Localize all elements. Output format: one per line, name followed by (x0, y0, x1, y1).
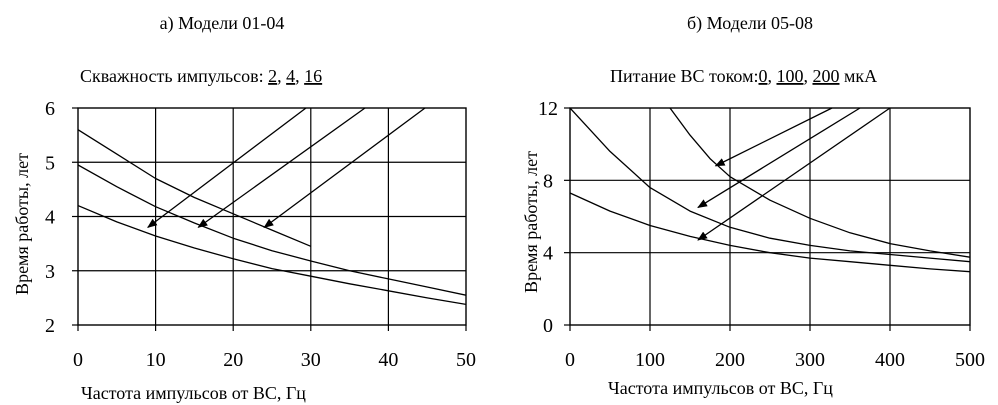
chart-a-x-tick-label: 20 (223, 349, 243, 371)
chart-b-series-line-0 (570, 108, 970, 263)
chart-a-y-tick-label: 4 (45, 207, 55, 229)
chart-b-subtitle-prefix: Питание ВС током: (610, 66, 758, 86)
chart-a-x-axis-label: Частота импульсов от ВС, Гц (81, 383, 306, 403)
chart-a-x-tick-label: 30 (301, 349, 321, 371)
chart-a-arrow-2 (147, 107, 307, 228)
chart-b-series-line-100 (570, 192, 970, 273)
chart-b-series (570, 108, 970, 273)
chart-a-y-tick-label: 3 (45, 261, 55, 283)
chart-b-y-tick-label: 8 (543, 170, 553, 192)
chart-b-arrow-100 (697, 107, 861, 209)
chart-b-title: б) Модели 05-08 (687, 13, 813, 34)
chart-b-subtitle-value-0: 0 (758, 66, 767, 86)
chart-b-x-tick-label: 200 (715, 349, 745, 371)
chart-a-arrow-4 (197, 107, 366, 228)
chart-a-x-tick-label: 10 (146, 349, 166, 371)
chart-b-subtitle-sep-2: , (803, 66, 808, 86)
chart-a-subtitle-sep-1: , (277, 66, 282, 86)
chart-a-subtitle-value-16: 16 (304, 66, 322, 86)
chart-a-series-line-2 (78, 205, 466, 306)
chart-b-subtitle: Питание ВС током:0, 100, 200 мкА (610, 66, 877, 86)
chart-a-subtitle-prefix: Скважность импульсов: (80, 66, 264, 86)
chart-b-subtitle-value-100: 100 (776, 66, 803, 86)
chart-b-y-tick-label: 0 (543, 315, 553, 337)
chart-b-arrow-200 (697, 107, 891, 241)
chart-b-x-tick-label: 100 (635, 349, 665, 371)
chart-b-y-axis-label: Время работы, лет (521, 151, 541, 293)
chart-a-subtitle-value-4: 4 (286, 66, 295, 86)
chart-b-subtitle-sep-1: , (767, 66, 772, 86)
chart-a-x-tick-label: 40 (378, 349, 398, 371)
chart-b-x-tick-label: 0 (565, 349, 575, 371)
chart-a-subtitle-sep-2: , (295, 66, 300, 86)
chart-b-ticks: 0 100 200 300 400 500 0 4 8 12 (538, 98, 985, 371)
chart-a-subtitle-value-2: 2 (268, 66, 277, 86)
chart-b: б) Модели 05-08 Питание ВС током:0, 100,… (521, 13, 985, 398)
chart-a-grid (72, 107, 467, 331)
chart-a-series (78, 129, 466, 306)
chart-b-grid (564, 107, 971, 331)
chart-a-arrows (147, 107, 426, 228)
chart-a-series-line-16 (78, 129, 312, 247)
chart-b-arrow-0 (714, 107, 833, 167)
chart-b-subtitle-value-200: 200 (812, 66, 839, 86)
chart-b-arrows (697, 107, 891, 241)
chart-a-x-tick-label: 0 (73, 349, 83, 371)
chart-a-ticks: 0 10 20 30 40 50 2 3 4 5 6 (45, 98, 476, 371)
chart-a-title: а) Модели 01-04 (160, 13, 285, 34)
chart-a-arrow-16 (263, 107, 426, 228)
chart-b-x-tick-label: 500 (955, 349, 985, 371)
chart-b-subtitle-unit: мкА (844, 66, 877, 86)
chart-a-subtitle: Скважность импульсов: 2, 4, 16 (80, 66, 322, 86)
chart-b-x-tick-label: 400 (875, 349, 905, 371)
chart-b-y-tick-label: 4 (543, 243, 553, 265)
chart-a-series-line-4 (78, 164, 466, 296)
chart-a-y-tick-label: 2 (45, 315, 55, 337)
chart-b-x-tick-label: 300 (795, 349, 825, 371)
chart-a-y-tick-label: 5 (45, 152, 55, 174)
chart-b-y-tick-label: 12 (538, 98, 558, 120)
chart-b-series-line-200 (669, 108, 970, 258)
chart-b-plot-frame (569, 107, 971, 326)
chart-a-y-tick-label: 6 (45, 98, 55, 120)
chart-a: а) Модели 01-04 Скважность импульсов: 2,… (12, 13, 476, 403)
chart-a-x-tick-label: 50 (456, 349, 476, 371)
chart-a-y-axis-label: Время работы, лет (12, 153, 32, 295)
chart-b-x-axis-label: Частота импульсов от ВС, Гц (608, 378, 833, 398)
